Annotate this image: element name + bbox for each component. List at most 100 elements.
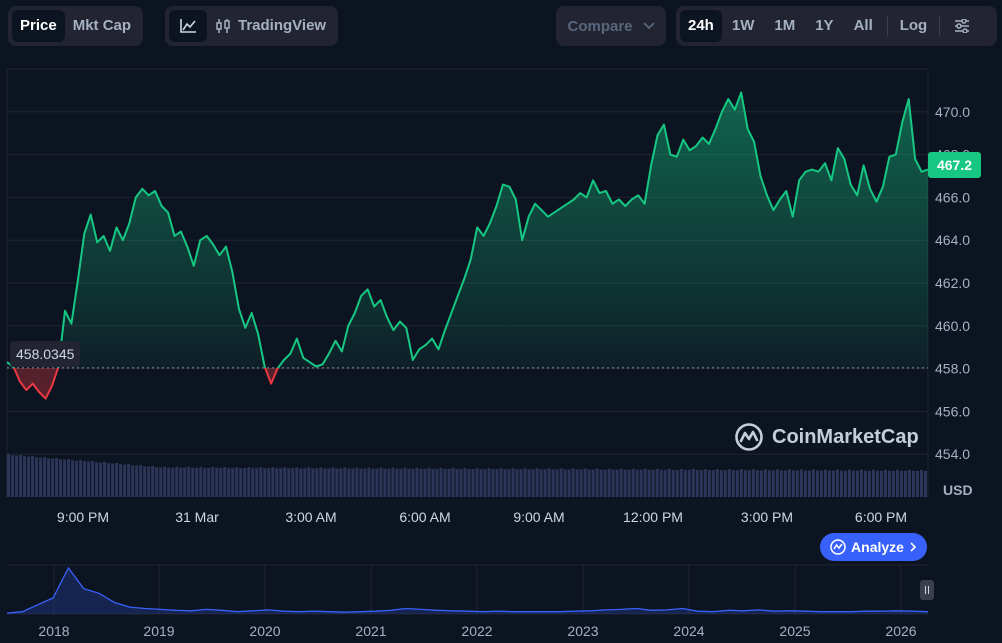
volume-bar <box>247 467 251 497</box>
volume-bar <box>787 469 791 497</box>
volume-bar <box>627 469 631 497</box>
analyze-button[interactable]: Analyze <box>820 533 927 561</box>
volume-bar <box>707 470 711 497</box>
volume-bar <box>683 469 687 497</box>
volume-bar <box>59 459 63 497</box>
volume-bar <box>659 469 663 497</box>
volume-bar <box>31 455 35 497</box>
volume-bar <box>175 466 179 497</box>
chart-type-tabs: Price Mkt Cap <box>8 6 144 46</box>
volume-bar <box>447 468 451 497</box>
range-1y[interactable]: 1Y <box>815 17 834 34</box>
chart-settings-button[interactable] <box>944 10 980 42</box>
navigator-line <box>6 566 929 614</box>
volume-bar <box>631 468 635 497</box>
watermark-text: CoinMarketCap <box>772 425 919 448</box>
navigator-year-label: 2026 <box>885 623 916 639</box>
volume-bar <box>519 469 523 497</box>
volume-bar <box>887 470 891 497</box>
volume-bar <box>303 468 307 497</box>
volume-bar <box>639 469 643 497</box>
volume-bar <box>415 467 419 497</box>
volume-bar <box>299 468 303 497</box>
volume-bar <box>655 468 659 497</box>
volume-bar <box>811 469 815 497</box>
range-tabs: 24h 1W 1M 1Y All Log <box>676 6 997 46</box>
volume-bar <box>295 467 299 497</box>
volume-bar <box>635 469 639 497</box>
volume-bar <box>427 467 431 497</box>
volume-bar <box>543 469 547 497</box>
volume-bar <box>191 467 195 497</box>
history-navigator[interactable]: 2018 2019 2020 2021 2022 2023 2024 2025 2026 <box>0 560 1002 643</box>
volume-bar <box>879 470 883 497</box>
line-chart-icon <box>180 19 196 33</box>
x-tick-label: 31 Mar <box>175 509 219 525</box>
volume-bar <box>263 468 267 497</box>
range-24h[interactable]: 24h <box>680 10 722 42</box>
sliders-icon <box>955 19 970 33</box>
volume-bar <box>487 468 491 497</box>
volume-bar <box>87 461 91 497</box>
volume-bar <box>867 470 871 497</box>
range-1w[interactable]: 1W <box>731 17 755 34</box>
current-price-badge: 467.2 <box>928 152 981 178</box>
price-chart[interactable]: 454.0456.0458.0460.0462.0464.0466.0468.0… <box>0 60 1002 530</box>
volume-bar <box>751 469 755 497</box>
navigator-drag-handle[interactable] <box>920 580 934 600</box>
volume-bar <box>123 464 127 497</box>
volume-bar <box>351 468 355 497</box>
x-tick-label: 3:00 AM <box>285 509 336 525</box>
volume-bar <box>311 468 315 497</box>
volume-bar <box>899 470 903 497</box>
volume-bar <box>583 468 587 497</box>
volume-bar <box>371 468 375 497</box>
tradingview-button[interactable]: TradingView <box>207 10 334 42</box>
volume-bar <box>255 468 259 497</box>
x-tick-label: 12:00 PM <box>623 509 683 525</box>
x-tick-label: 9:00 AM <box>513 509 564 525</box>
volume-bar <box>651 469 655 497</box>
tab-price[interactable]: Price <box>12 10 65 42</box>
volume-bar <box>343 467 347 497</box>
volume-bar <box>439 467 443 497</box>
compare-dropdown[interactable]: Compare <box>556 6 666 46</box>
volume-bar <box>279 468 283 497</box>
range-1m[interactable]: 1M <box>774 17 796 34</box>
navigator-grid <box>7 564 928 615</box>
volume-bar <box>911 470 915 497</box>
volume-bar <box>159 467 163 497</box>
volume-bar <box>383 468 387 497</box>
volume-bar <box>875 470 879 497</box>
volume-bar <box>479 469 483 497</box>
volume-bar <box>603 469 607 497</box>
volume-bar <box>19 454 23 497</box>
tab-mkt-cap[interactable]: Mkt Cap <box>72 17 132 34</box>
volume-bar <box>291 468 295 497</box>
range-all[interactable]: All <box>853 17 873 34</box>
volume-bar <box>359 468 363 497</box>
volume-bar <box>895 469 899 497</box>
volume-bar <box>391 467 395 497</box>
volume-bar <box>563 469 567 497</box>
volume-bar <box>647 469 651 497</box>
volume-bar <box>27 456 31 497</box>
volume-bar <box>147 466 151 497</box>
navigator-year-label: 2024 <box>673 623 704 639</box>
line-chart-button[interactable] <box>169 10 207 42</box>
volume-bar <box>275 468 279 497</box>
compare-label: Compare <box>567 17 633 35</box>
volume-bar <box>403 467 407 497</box>
volume-bar <box>67 458 71 497</box>
volume-bar <box>55 457 59 497</box>
volume-bar <box>735 470 739 497</box>
volume-bar <box>79 459 83 497</box>
y-tick-label: 458.0 <box>935 361 970 377</box>
volume-bar <box>419 468 423 497</box>
x-axis: 9:00 PM 31 Mar 3:00 AM 6:00 AM 9:00 AM 12:00 … <box>57 509 907 525</box>
y-tick-label: 470.0 <box>935 104 970 120</box>
log-scale-toggle[interactable]: Log <box>899 17 928 34</box>
volume-bar <box>319 467 323 497</box>
volume-bar <box>755 470 759 497</box>
volume-bar <box>471 469 475 497</box>
